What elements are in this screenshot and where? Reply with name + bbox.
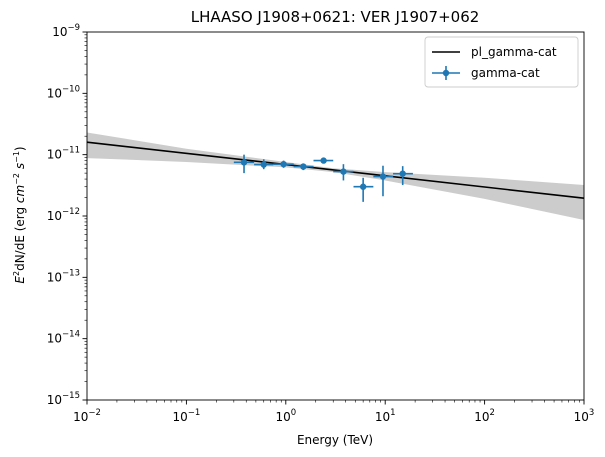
data-marker bbox=[240, 159, 248, 166]
data-marker bbox=[320, 157, 327, 164]
y-label-suffix: ) bbox=[13, 146, 27, 151]
y-label-unit1: cm bbox=[13, 185, 27, 203]
legend-label-pl-gamma-cat: pl_gamma-cat bbox=[471, 45, 557, 59]
legend-marker-dot bbox=[442, 69, 450, 77]
data-marker bbox=[359, 183, 367, 190]
data-marker bbox=[260, 161, 267, 168]
x-axis-label: Energy (TeV) bbox=[297, 433, 373, 447]
data-point bbox=[353, 177, 374, 202]
data-marker bbox=[379, 173, 387, 180]
x-tick-label: 10−1 bbox=[172, 408, 200, 424]
y-tick-label: 10−15 bbox=[47, 391, 80, 407]
x-tick-label: 100 bbox=[275, 408, 296, 424]
data-point bbox=[293, 163, 314, 171]
y-tick-label: 10−11 bbox=[47, 146, 80, 162]
data-point bbox=[373, 165, 394, 197]
confidence-band bbox=[87, 132, 584, 221]
legend-box bbox=[424, 36, 579, 88]
data-point bbox=[233, 154, 255, 174]
y-label-unit1-sup: −2 bbox=[12, 173, 21, 185]
chart-title: LHAASO J1908+0621: VER J1907+062 bbox=[191, 8, 480, 26]
y-label-unit2-sup: −1 bbox=[12, 151, 21, 163]
x-tick-label: 101 bbox=[375, 408, 396, 424]
y-axis-label: E2dN/dE (erg cm−2 s−1) bbox=[12, 146, 27, 283]
data-marker bbox=[399, 170, 406, 177]
data-marker bbox=[300, 163, 307, 170]
y-label-prefix-sup: 2 bbox=[12, 271, 21, 276]
legend-label-gamma-cat: gamma-cat bbox=[471, 66, 540, 80]
y-label-main: dN/dE (erg bbox=[13, 203, 27, 271]
series-line-pl-gamma-cat bbox=[86, 141, 585, 200]
y-tick-label: 10−10 bbox=[47, 84, 80, 100]
x-tick-label: 102 bbox=[474, 408, 495, 424]
y-label-prefix: E bbox=[13, 276, 27, 284]
data-point bbox=[333, 164, 354, 181]
data-marker bbox=[340, 168, 347, 175]
axis-ticks: 10−2 10−1 100 101 102 103 10−15 10−14 10−13 10−12… bbox=[47, 23, 595, 424]
data-marker bbox=[280, 160, 287, 168]
x-tick-label: 10−2 bbox=[73, 408, 101, 424]
data-point bbox=[273, 160, 294, 168]
y-tick-label: 10−14 bbox=[47, 330, 80, 346]
y-tick-label: 10−13 bbox=[47, 268, 80, 284]
legend: pl_gamma-cat gamma-cat bbox=[424, 36, 579, 88]
y-label-unit2: s bbox=[13, 163, 27, 169]
x-tick-label: 103 bbox=[574, 408, 595, 424]
y-tick-label: 10−9 bbox=[52, 23, 80, 39]
data-point bbox=[254, 159, 274, 170]
y-tick-label: 10−12 bbox=[47, 207, 80, 223]
data-point bbox=[313, 157, 334, 164]
data-point bbox=[393, 166, 413, 186]
